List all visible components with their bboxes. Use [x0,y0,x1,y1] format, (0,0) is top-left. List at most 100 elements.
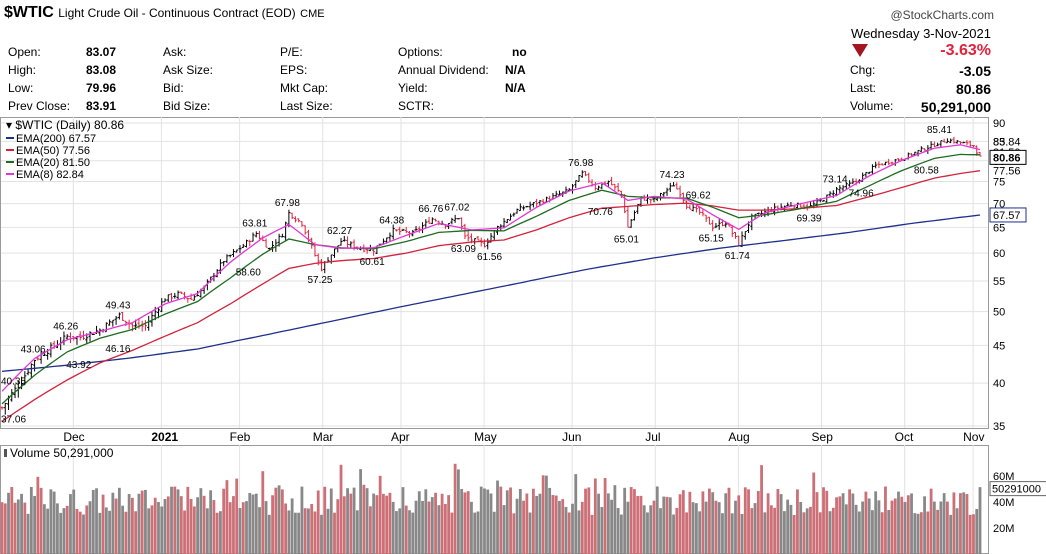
x-tick-label: May [474,430,497,444]
volume-bar [307,508,310,554]
volume-bar [554,495,558,554]
volume-bar [284,503,288,554]
volume-bar [571,503,574,554]
price-annotation: 69.62 [686,190,711,201]
volume-bar [659,508,662,554]
volume-bar [779,494,783,554]
volume-bar [851,493,855,554]
volume-bar [404,505,408,554]
volume-bar [144,489,147,554]
chg-label: Chg: [850,63,876,77]
volume-bar [153,497,157,554]
volume-bar [235,478,239,554]
price-annotation: 63.81 [242,218,267,229]
volume-bar [290,498,294,554]
volume-bar [104,507,108,554]
right-value-box [989,207,1027,223]
volume-bar [688,491,692,554]
volume-bar [52,491,56,554]
volume-bar [202,495,206,554]
volume-bar [593,478,597,554]
volume-bar [16,499,20,554]
volume-bar [186,486,190,554]
volume-bar [333,512,336,554]
volume-bar [796,489,799,554]
volume-bar [147,508,151,554]
volume-bar [730,513,734,554]
volume-bar [372,493,376,554]
price-annotation: 70.76 [588,207,613,218]
volume-bar [163,499,167,554]
volume-bar [822,487,825,554]
price-annotation: 63.09 [451,244,476,255]
volume-bar [590,514,594,554]
volume-bar [509,487,512,554]
volume-bar [766,493,770,554]
volume-bar [440,493,444,554]
volume-bar [382,493,385,554]
volume-bar [949,514,953,554]
right-value-label: 77.56 [993,166,1021,178]
volume-bar [274,487,278,554]
price-annotation: 60.61 [360,257,385,268]
volume-bar [33,495,36,554]
volume-bar [668,497,672,554]
volume-bar [577,510,581,554]
volume-bar [913,513,917,554]
eps-label: EPS: [280,63,308,77]
volume-bar [82,514,85,554]
right-value-box [989,149,1027,165]
volume-bar [222,488,226,554]
high-label: High: [8,63,37,77]
volume-bar [548,487,552,554]
volume-bar [835,497,838,554]
volume-bar [848,489,851,554]
price-annotation: 46.16 [105,344,130,355]
bid-label: Bid: [163,81,184,95]
volume-bar [857,511,861,554]
volume-bar [864,491,868,554]
bid-size-label: Bid Size: [163,99,211,113]
y-tick-label: 50 [993,307,1005,319]
volume-bar [117,487,121,554]
volume-bar [694,503,698,554]
volume-bar [124,511,128,554]
ema8-line [1,144,981,392]
x-tick-label: Nov [963,430,984,444]
volume-bar [844,504,848,554]
y-tick-label: 60 [993,248,1005,260]
volume-bar [310,503,314,554]
instrument-name: Light Crude Oil - Continuous Contract (E… [58,6,296,20]
low-value: 79.96 [86,81,117,95]
volume-bar [818,512,822,554]
price-annotation: 43.06 [21,345,46,356]
pe-label: P/E: [280,45,303,59]
volume-bar [903,501,907,554]
volume-bar [538,493,542,554]
volume-bar [0,502,4,554]
volume-bar [721,513,724,554]
volume-bar [49,489,53,554]
price-annotation: 64.38 [379,215,404,226]
volume-bar [959,493,962,554]
volume-bar [365,488,369,554]
price-annotation: 58.60 [236,268,261,279]
volume-bar [166,496,170,554]
dividend-label: Annual Dividend: [398,63,489,77]
volume-bar [965,494,969,554]
volume-bar [877,500,881,554]
volume-bar [26,513,30,554]
volume-bar [192,506,196,554]
price-annotation: 65.15 [699,234,724,245]
pct-change: -3.63% [940,42,991,59]
volume-bar [639,495,643,554]
volume-bar [238,508,242,554]
volume-bar [753,503,757,554]
volume-bar [717,502,721,554]
volume-bar [600,507,604,554]
volume-bar [56,503,59,554]
volume-bar [72,489,76,554]
chg-value: -3.05 [959,63,991,79]
volume-bar [610,499,614,554]
volume-bar [776,489,780,554]
